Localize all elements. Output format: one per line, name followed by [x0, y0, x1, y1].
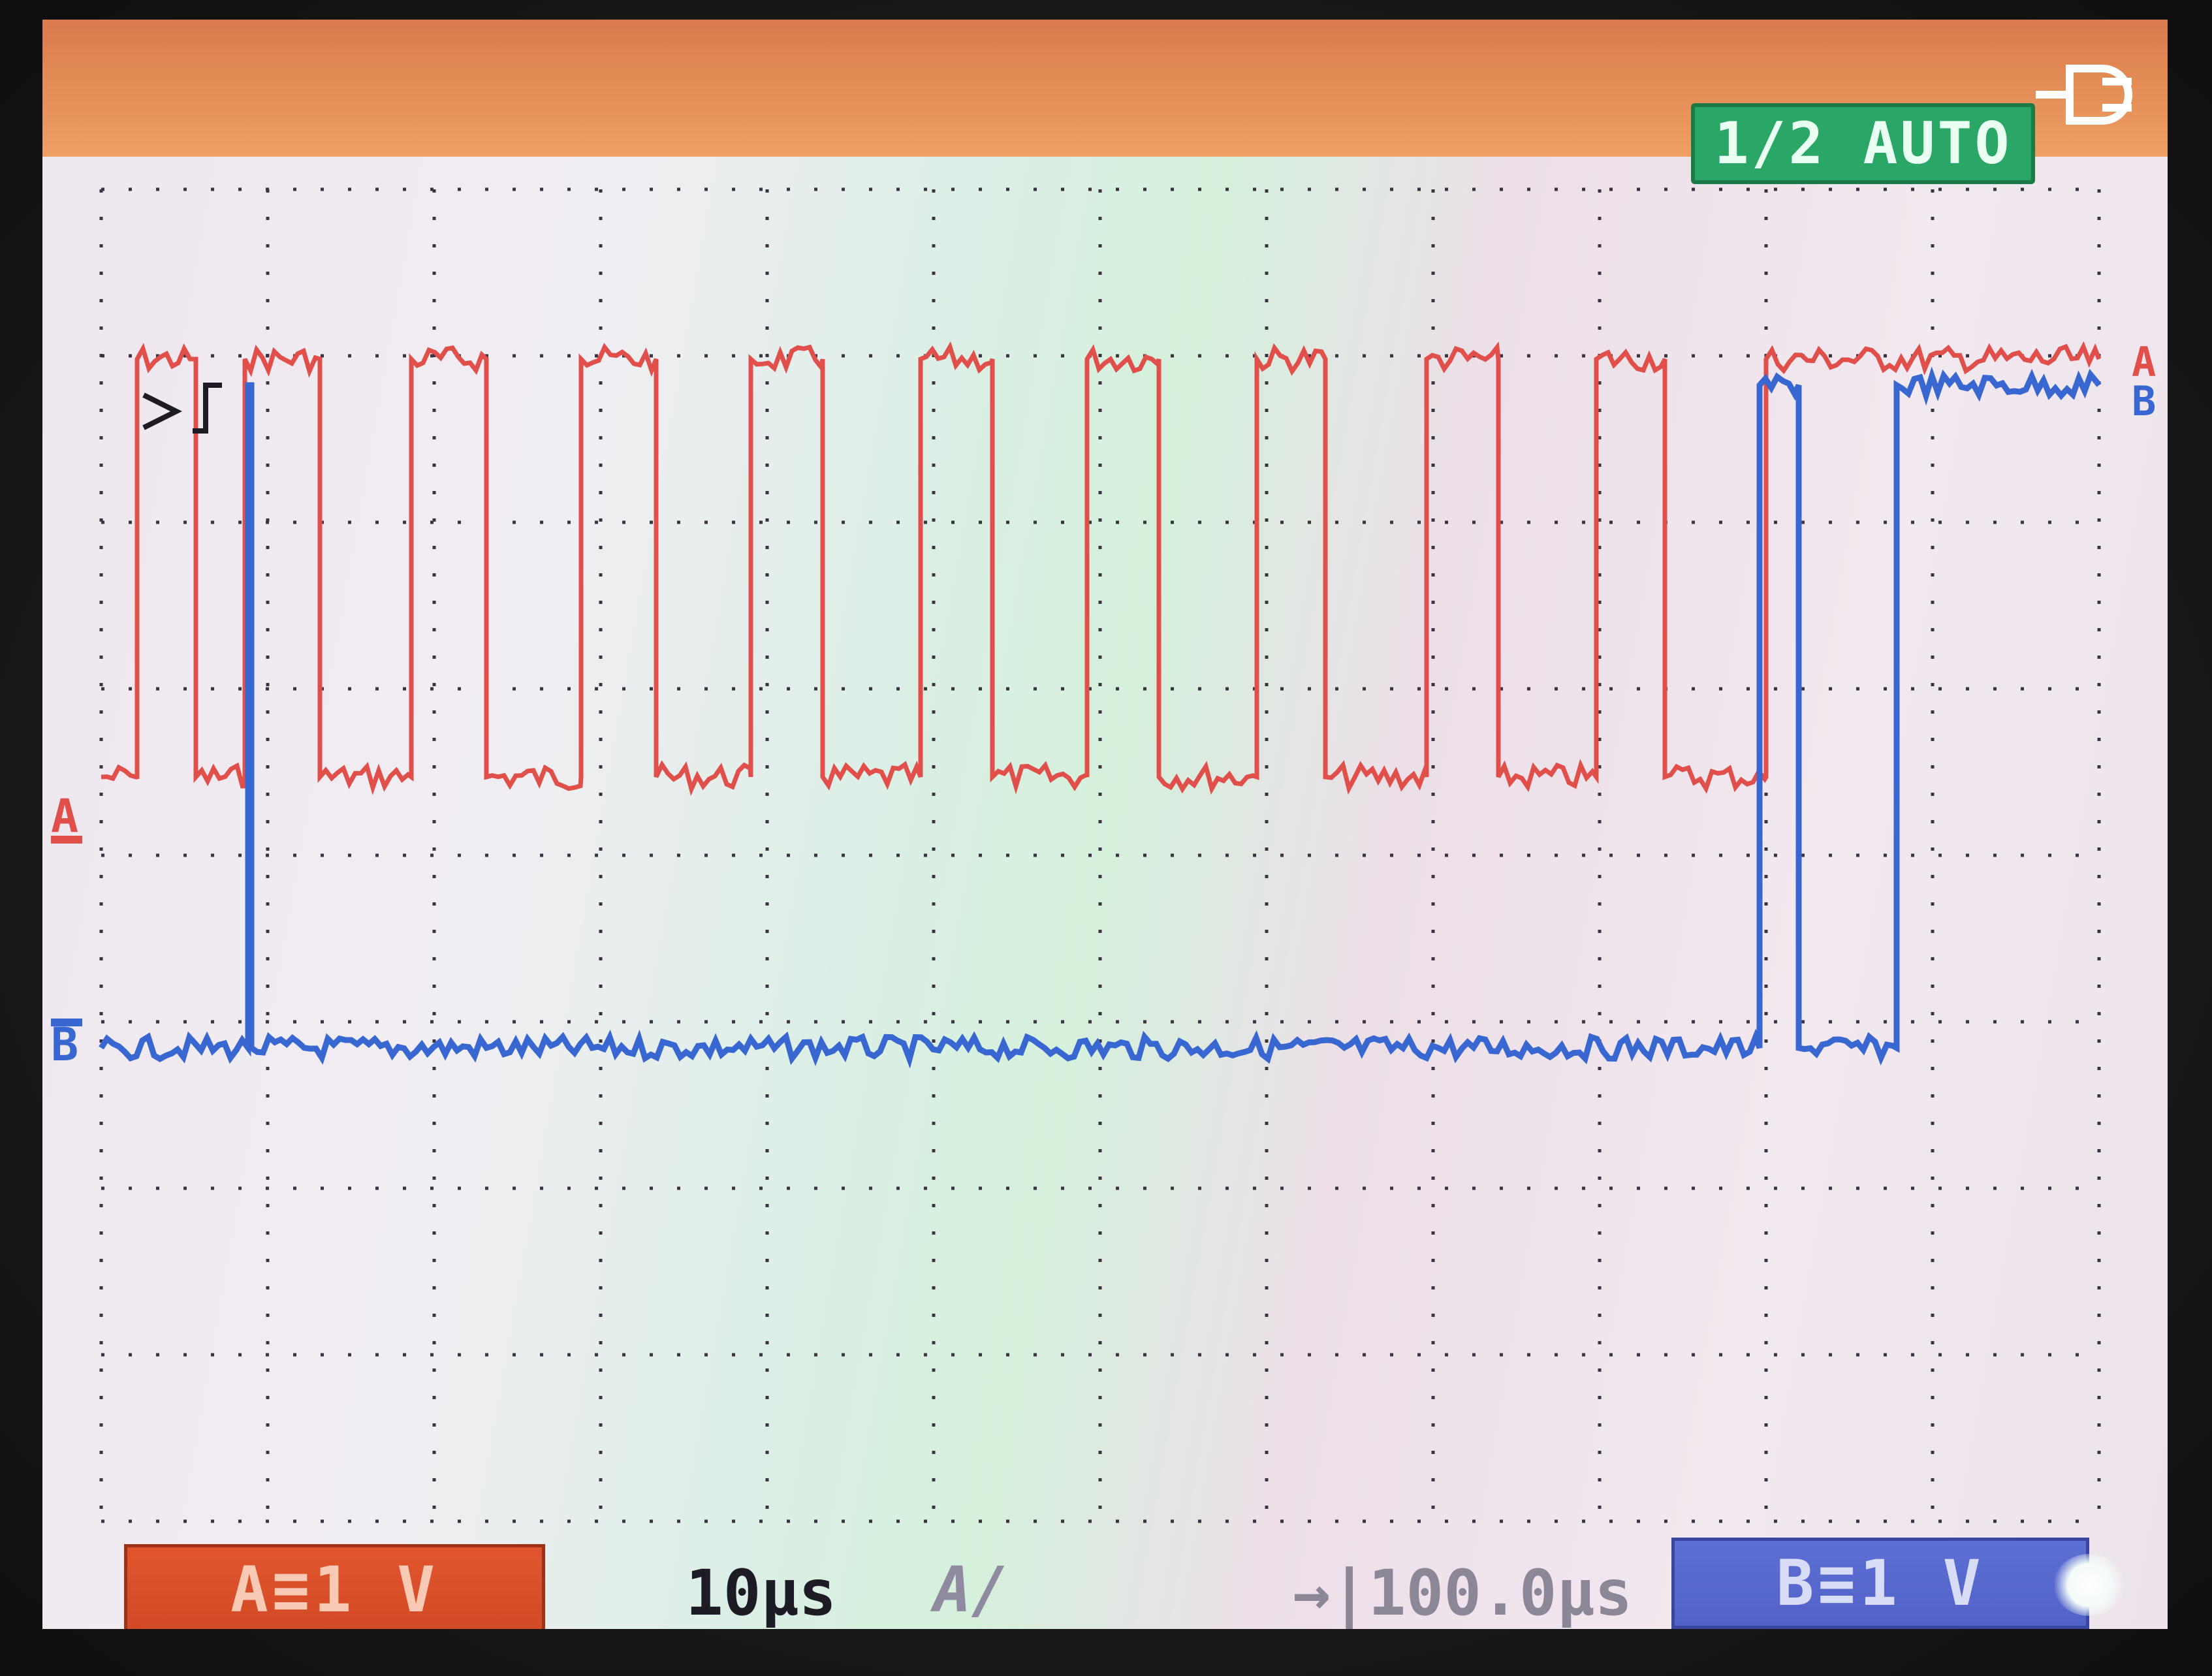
channel-b-marker: B	[51, 1018, 79, 1071]
timebase-readout: 10µs	[686, 1557, 837, 1629]
waveform-plot	[99, 187, 2102, 1523]
trigger-marker-icon	[142, 383, 222, 434]
traces	[99, 341, 2102, 1069]
channel-b-ground-marker	[51, 1019, 82, 1026]
scope-display: 1/2 AUTO A B A B A≡1 V 10µs A/ →|100.0µs…	[42, 20, 2168, 1629]
channel-b-scale-readout: B≡1 V	[1671, 1538, 2089, 1629]
channel-b-trace	[99, 366, 2102, 1069]
channel-a-scale-readout: A≡1 V	[124, 1544, 545, 1629]
graticule	[99, 187, 2101, 1523]
acquisition-mode-badge: 1/2 AUTO	[1691, 103, 2035, 184]
trigger-delay-readout: →|100.0µs	[1293, 1557, 1633, 1629]
channel-a-ground-marker	[51, 836, 82, 844]
channel-a-trace	[101, 341, 2102, 797]
channel-a-marker: A	[51, 789, 79, 843]
channel-b-level-marker: B	[2132, 377, 2157, 425]
channel-a-level-marker: A	[2132, 338, 2157, 386]
ac-plug-icon	[2036, 65, 2132, 125]
screen-glare	[2053, 1554, 2125, 1616]
trigger-source-readout: A/	[934, 1553, 1009, 1626]
